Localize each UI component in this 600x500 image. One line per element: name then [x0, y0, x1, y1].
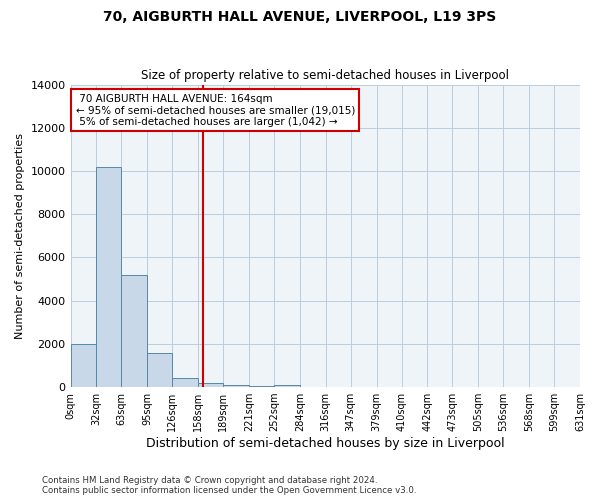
Bar	[223, 384, 249, 387]
Bar	[147, 352, 172, 387]
Y-axis label: Number of semi-detached properties: Number of semi-detached properties	[15, 133, 25, 339]
Text: Contains HM Land Registry data © Crown copyright and database right 2024.
Contai: Contains HM Land Registry data © Crown c…	[42, 476, 416, 495]
Bar	[121, 274, 147, 387]
Bar	[97, 166, 121, 387]
Title: Size of property relative to semi-detached houses in Liverpool: Size of property relative to semi-detach…	[141, 69, 509, 82]
X-axis label: Distribution of semi-detached houses by size in Liverpool: Distribution of semi-detached houses by …	[146, 437, 505, 450]
Bar	[71, 344, 97, 387]
Text: 70, AIGBURTH HALL AVENUE, LIVERPOOL, L19 3PS: 70, AIGBURTH HALL AVENUE, LIVERPOOL, L19…	[103, 10, 497, 24]
Text: 70 AIGBURTH HALL AVENUE: 164sqm
← 95% of semi-detached houses are smaller (19,01: 70 AIGBURTH HALL AVENUE: 164sqm ← 95% of…	[76, 94, 355, 127]
Bar	[274, 385, 300, 387]
Bar	[172, 378, 198, 387]
Bar	[198, 383, 223, 387]
Bar	[249, 386, 274, 387]
